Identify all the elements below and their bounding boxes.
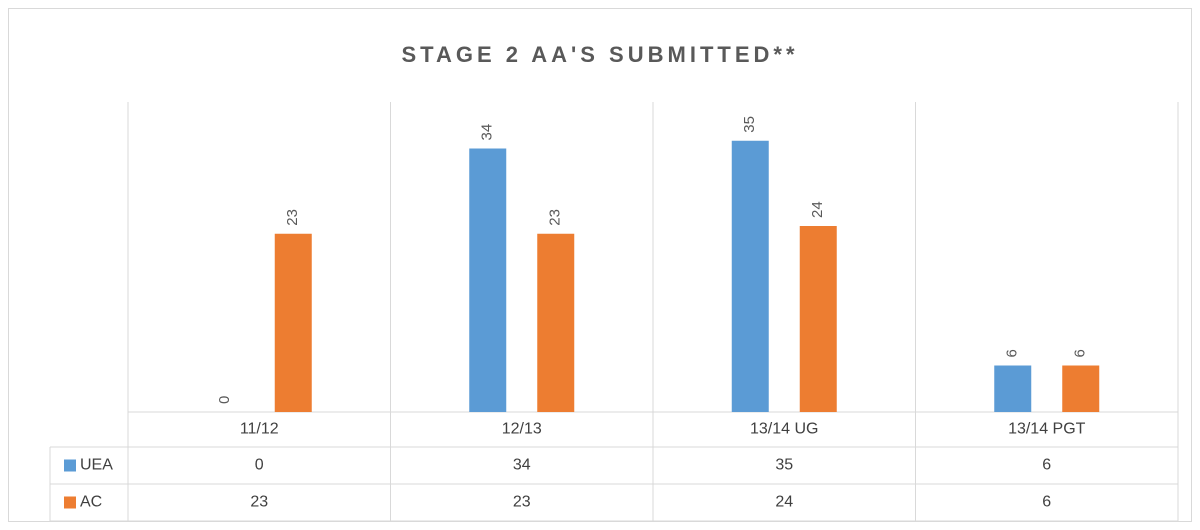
x-tick-label: 12/13	[502, 421, 542, 438]
legend-label: UEA	[80, 457, 113, 474]
data-label: 23	[284, 209, 301, 226]
x-tick-label: 13/14 PGT	[1008, 421, 1086, 438]
table-cell: 23	[513, 494, 531, 511]
legend-swatch	[64, 496, 76, 509]
table-cell: 6	[1042, 494, 1051, 511]
table-cell: 0	[255, 457, 264, 474]
data-label: 23	[547, 209, 564, 226]
bar	[1062, 365, 1100, 412]
bar	[731, 140, 769, 412]
data-label: 34	[479, 124, 496, 141]
x-tick-label: 11/12	[240, 421, 279, 438]
table-cell: 35	[775, 457, 793, 474]
table-cell: 34	[513, 457, 531, 474]
data-label: 6	[1004, 349, 1021, 357]
data-label: 24	[809, 201, 826, 218]
data-label: 0	[216, 396, 233, 404]
bar	[469, 148, 507, 412]
table-cell: 6	[1042, 457, 1051, 474]
chart-title: STAGE 2 AA'S SUBMITTED**	[401, 42, 798, 67]
bar	[994, 365, 1032, 412]
bar	[799, 226, 837, 412]
data-label: 6	[1072, 349, 1089, 357]
data-label: 35	[741, 116, 758, 133]
table-cell: 24	[775, 494, 793, 511]
chart-border	[8, 8, 1192, 522]
legend-swatch	[64, 459, 76, 472]
table-cell: 23	[250, 494, 268, 511]
x-tick-label: 13/14 UG	[750, 421, 818, 438]
legend-label: AC	[80, 494, 102, 511]
bar	[274, 233, 312, 412]
bar	[537, 233, 575, 412]
